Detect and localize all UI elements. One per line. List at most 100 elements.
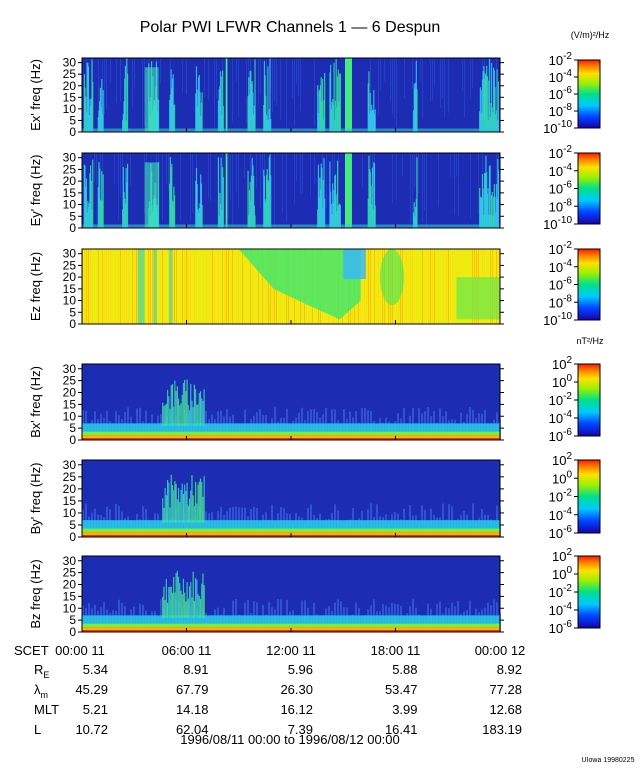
stripe <box>444 249 445 324</box>
burst-column <box>251 81 253 132</box>
burst-column <box>479 111 481 132</box>
burst-column <box>173 490 175 523</box>
burst-column <box>497 170 500 228</box>
cbar-tick-label: 10-2 <box>549 583 573 600</box>
ephem-value: 14.18 <box>176 702 209 717</box>
strong-band <box>225 58 228 132</box>
burst-column <box>186 379 188 426</box>
ephem-value: 7.39 <box>288 722 313 737</box>
band-green <box>82 528 500 533</box>
stripe <box>180 249 181 324</box>
noise-streak <box>258 58 259 106</box>
burst-column <box>369 92 371 132</box>
time-axis: SCET 00:00 11 06:00 11 12:00 11 18:00 11 00:0… <box>14 128 525 658</box>
burst-column <box>371 104 373 132</box>
y-tick-label: 25 <box>63 67 77 81</box>
burst-column <box>99 101 101 132</box>
burst-column <box>263 61 266 132</box>
burst-column <box>90 98 92 132</box>
ephem-row-label: λm <box>34 682 48 700</box>
noise-streak <box>182 58 183 93</box>
x-tick-label: 00:00 12 <box>475 643 526 658</box>
burst-column <box>479 187 481 228</box>
noise-streak <box>390 58 391 101</box>
burst-column <box>88 203 90 228</box>
burst-column <box>322 78 324 132</box>
cbar-tick-label: 100 <box>552 469 572 486</box>
noise-streak <box>144 153 145 214</box>
cbar-tick-label: 10-4 <box>549 409 573 426</box>
burst-column <box>91 209 93 228</box>
stripe <box>148 249 149 324</box>
burst-column <box>371 167 374 228</box>
noise-streak <box>236 58 237 82</box>
burst-column <box>486 194 488 228</box>
burst-column <box>416 157 418 228</box>
burst-column <box>176 499 178 523</box>
burst-column <box>126 182 128 228</box>
stripe <box>96 249 97 324</box>
burst-column <box>85 96 87 132</box>
burst-column <box>220 76 222 132</box>
burst-column <box>481 79 484 132</box>
burst-column <box>193 600 196 618</box>
stripe <box>430 249 431 324</box>
noise-streak <box>286 153 287 222</box>
y-tick-label: 0 <box>69 433 76 447</box>
burst-column <box>195 180 197 228</box>
burst-column <box>490 103 492 132</box>
burst-column <box>177 398 180 426</box>
stripe <box>184 249 185 324</box>
burst-column <box>336 107 338 132</box>
stripe <box>110 249 111 324</box>
cbar-tick-label: 10-10 <box>543 311 572 328</box>
burst-column <box>170 385 172 426</box>
burst-column <box>489 116 491 132</box>
burst-column <box>414 216 416 228</box>
burst-column <box>191 400 193 426</box>
burst-column <box>368 155 370 228</box>
noise-streak <box>192 153 193 213</box>
burst-column <box>497 81 500 132</box>
burst-column <box>86 62 88 132</box>
burst-column <box>88 115 90 132</box>
y-tick-label: 20 <box>63 79 77 93</box>
burst-column <box>173 195 176 228</box>
ez-band <box>169 249 173 324</box>
noise-streak <box>264 153 265 190</box>
burst-column <box>122 209 124 228</box>
noise-streak <box>438 153 439 207</box>
burst-column <box>89 98 91 132</box>
stripe <box>438 249 439 324</box>
noise-streak <box>412 153 413 224</box>
burst-column <box>374 109 376 132</box>
stripe <box>174 249 175 324</box>
burst-column <box>195 66 198 132</box>
footer-credit: UIowa 19980225 <box>582 757 635 764</box>
burst-column <box>163 406 165 426</box>
strong-band <box>344 153 352 228</box>
noise-streak <box>482 153 483 184</box>
burst-column <box>367 83 369 132</box>
colorbar-strip <box>577 248 601 321</box>
ephem-value: 26.30 <box>280 682 313 697</box>
stripe <box>448 249 449 324</box>
burst-column <box>488 80 490 132</box>
stripe <box>204 249 205 324</box>
stripe <box>228 249 229 324</box>
noise-streak <box>238 58 239 117</box>
burst-column <box>330 64 332 132</box>
burst-column <box>485 155 487 228</box>
burst-column <box>219 192 221 228</box>
noise-streak <box>110 58 111 83</box>
stripe <box>258 249 259 324</box>
noise-streak <box>404 58 405 99</box>
burst-column <box>486 76 488 132</box>
burst-column <box>263 175 266 228</box>
burst-column <box>176 386 178 426</box>
cbar-tick-label: 100 <box>552 565 572 582</box>
burst-column <box>101 114 104 132</box>
burst-column <box>97 117 99 132</box>
burst-column <box>268 109 270 132</box>
